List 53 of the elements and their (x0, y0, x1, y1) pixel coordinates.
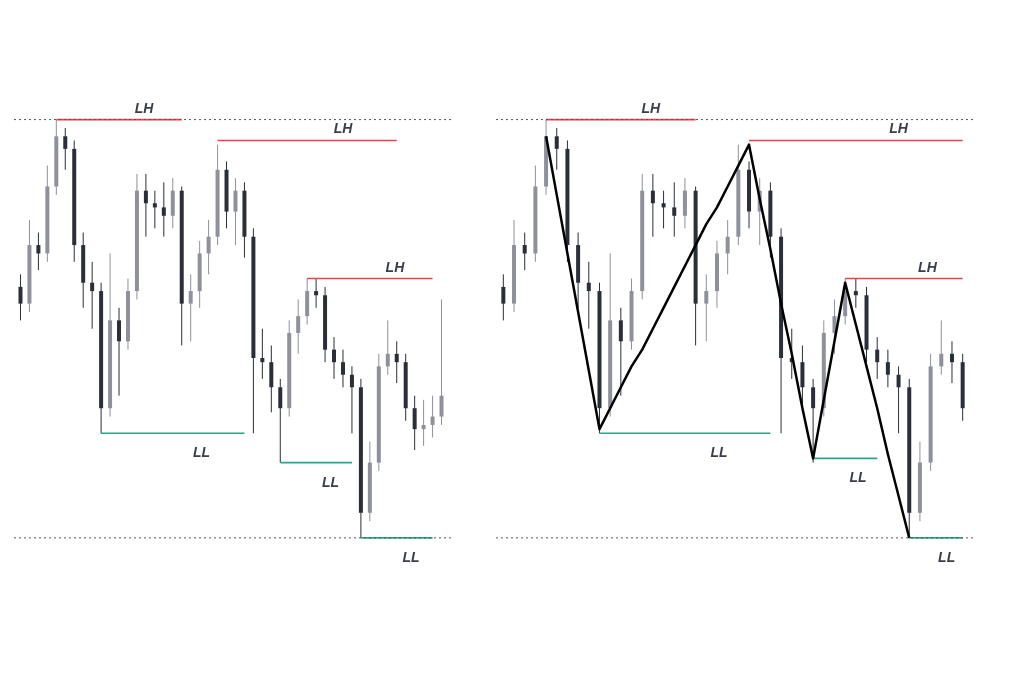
candlestick (885, 349, 890, 388)
candlestick (117, 307, 122, 397)
candlestick (296, 298, 301, 355)
candlestick (340, 349, 345, 388)
candlestick (522, 232, 527, 271)
series-label: LH (333, 120, 354, 137)
candlestick (412, 395, 417, 451)
candlestick (349, 365, 354, 434)
series-label: LH (134, 99, 155, 116)
series-label: LH (641, 99, 661, 116)
candlestick (430, 395, 435, 438)
candlestick (233, 177, 238, 246)
series-label: LH (918, 258, 938, 275)
candlestick (949, 340, 954, 384)
candlestick (332, 336, 337, 380)
candlestick (394, 340, 399, 384)
candlestick (672, 181, 677, 238)
candlestick (650, 173, 655, 238)
candlestick (618, 307, 623, 397)
candlestick (188, 273, 193, 342)
series-label: LL (849, 469, 867, 486)
series-label: LH (385, 258, 406, 275)
candlestick (725, 219, 730, 275)
candlestick (63, 127, 68, 171)
candlestick (853, 278, 858, 309)
candlestick (896, 365, 901, 434)
candlestick (875, 336, 880, 380)
candlestick (661, 190, 666, 229)
candlestick (206, 219, 211, 275)
series-label: LL (321, 473, 339, 490)
candlestick (260, 328, 265, 380)
candlestick (90, 261, 95, 330)
candlestick (36, 232, 41, 271)
candlestick (143, 173, 148, 238)
candlestick (421, 399, 426, 447)
candlestick (554, 127, 559, 171)
series-label: LH (889, 120, 909, 137)
candlestick (278, 378, 283, 464)
candlestick (704, 273, 709, 342)
candlestick (152, 190, 157, 229)
series-label: LL (710, 444, 728, 461)
candlestick (314, 278, 319, 309)
series-label: LL (938, 548, 956, 565)
candlestick (501, 273, 506, 321)
candlestick (439, 298, 444, 426)
candlestick (586, 261, 591, 330)
series-label: LL (402, 548, 420, 565)
candlestick (811, 378, 816, 464)
candlestick (18, 273, 23, 321)
series-label: LL (192, 444, 210, 461)
candlestick (939, 319, 944, 376)
candlestick (161, 181, 166, 238)
candlestick (385, 319, 390, 376)
